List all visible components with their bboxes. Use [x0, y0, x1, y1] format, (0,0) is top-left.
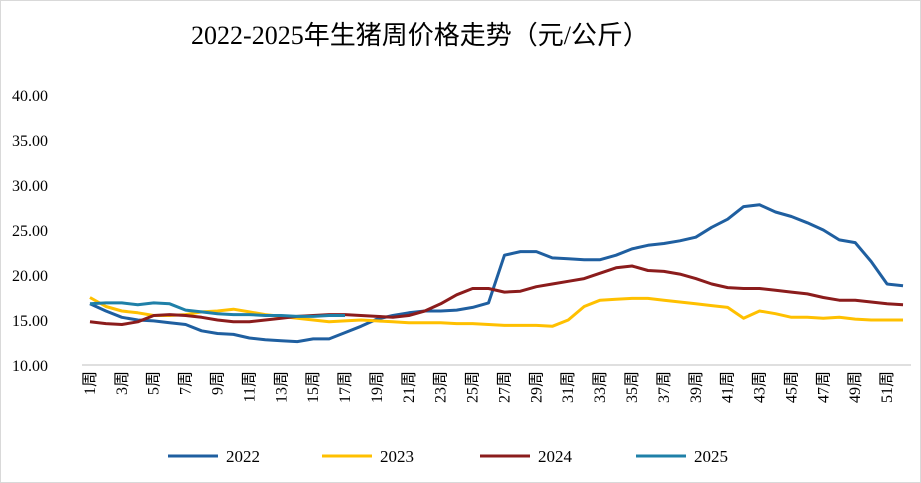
x-tick-label: 1周	[82, 371, 99, 395]
x-tick-label: 33周	[592, 371, 609, 403]
series-line	[89, 203, 904, 344]
x-tick-label: 51周	[879, 371, 896, 403]
x-tick-label: 21周	[401, 371, 418, 403]
x-tick-label: 5周	[146, 371, 163, 395]
x-tick-label: 35周	[624, 371, 641, 403]
x-tick-label: 11周	[241, 371, 258, 402]
series-line	[89, 264, 904, 326]
chart-title: 2022-2025年生猪周价格走势（元/公斤）	[191, 21, 649, 50]
x-tick-label: 23周	[433, 371, 450, 403]
y-tick-label: 15.00	[12, 313, 48, 330]
y-tick-label: 20.00	[12, 268, 48, 285]
series-line	[89, 296, 904, 328]
x-tick-label: 39周	[688, 371, 705, 403]
x-tick-label: 37周	[656, 371, 673, 403]
x-tick-label: 41周	[720, 371, 737, 403]
x-tick-label: 29周	[528, 371, 545, 403]
x-tick-label: 43周	[752, 371, 769, 403]
x-tick-label: 45周	[783, 371, 800, 403]
y-tick-label: 40.00	[12, 88, 48, 105]
y-tick-label: 25.00	[12, 223, 48, 240]
x-tick-label: 25周	[465, 371, 482, 403]
series-line	[89, 301, 346, 318]
legend-label: 2024	[538, 447, 573, 466]
x-tick-label: 7周	[178, 371, 195, 395]
x-tick-label: 17周	[337, 371, 354, 403]
x-tick-label: 13周	[273, 371, 290, 403]
x-tick-label: 15周	[305, 371, 322, 403]
legend-label: 2025	[694, 447, 728, 466]
x-tick-label: 9周	[210, 371, 227, 395]
x-tick-label: 31周	[560, 371, 577, 403]
x-tick-label: 19周	[369, 371, 386, 403]
legend-label: 2022	[226, 447, 260, 466]
x-tick-label: 47周	[815, 371, 832, 403]
x-tick-label: 27周	[496, 371, 513, 403]
x-tick-label: 3周	[114, 371, 131, 395]
y-tick-label: 10.00	[12, 358, 48, 375]
y-tick-label: 35.00	[12, 133, 48, 150]
y-tick-label: 30.00	[12, 178, 48, 195]
x-tick-label: 49周	[847, 371, 864, 403]
legend-label: 2023	[380, 447, 414, 466]
